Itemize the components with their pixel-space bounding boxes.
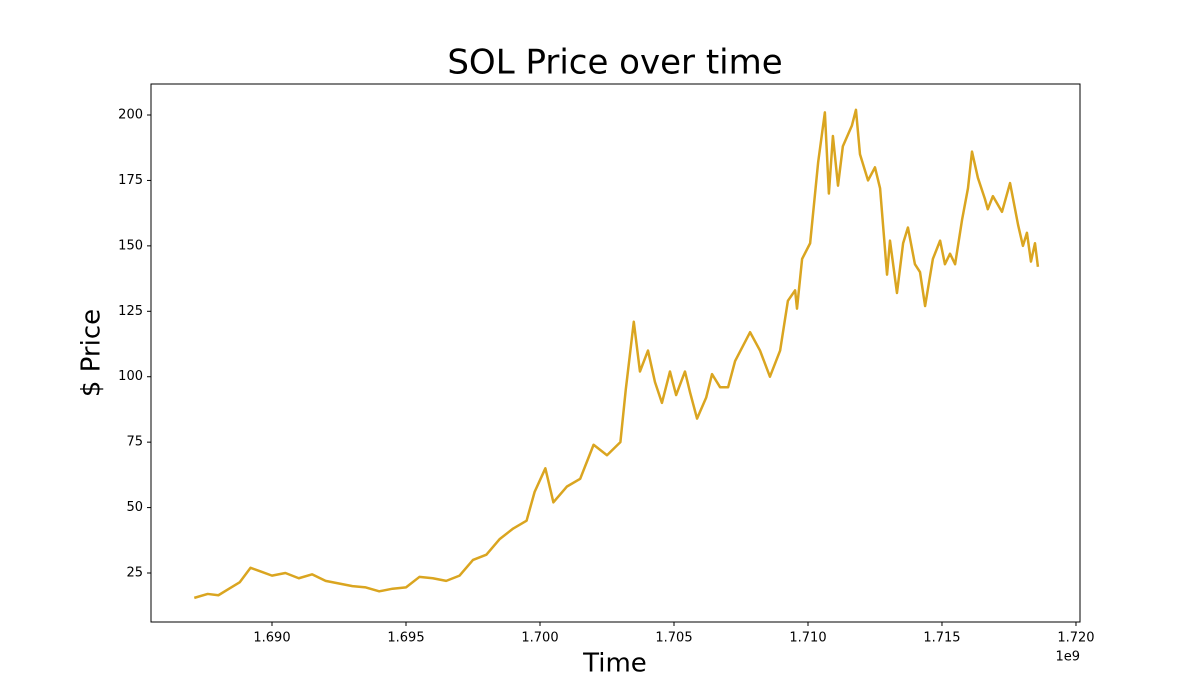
x-tick-label: 1.690	[253, 631, 290, 646]
y-tick-label: 25	[126, 566, 143, 581]
y-tick-label: 75	[126, 435, 143, 450]
x-tick-label: 1.715	[923, 631, 960, 646]
y-tick-label: 175	[118, 173, 143, 188]
y-tick-label: 100	[118, 369, 143, 384]
x-tick-label: 1.695	[387, 631, 424, 646]
x-tick-label: 1.710	[789, 631, 826, 646]
y-axis-label: $ Price	[77, 309, 107, 397]
y-tick-label: 150	[118, 238, 143, 253]
x-tick-label: 1.705	[655, 631, 692, 646]
x-offset-label: 1e9	[1055, 650, 1080, 665]
x-axis-label: Time	[582, 649, 647, 679]
x-tick-label: 1.720	[1057, 631, 1094, 646]
y-tick-label: 125	[118, 304, 143, 319]
y-tick-label: 200	[118, 108, 143, 123]
x-tick-label: 1.700	[521, 631, 558, 646]
y-tick-label: 50	[126, 500, 143, 515]
price-line	[193, 108, 1040, 600]
plot-frame	[150, 83, 1081, 623]
chart-title: SOL Price over time	[447, 43, 782, 83]
